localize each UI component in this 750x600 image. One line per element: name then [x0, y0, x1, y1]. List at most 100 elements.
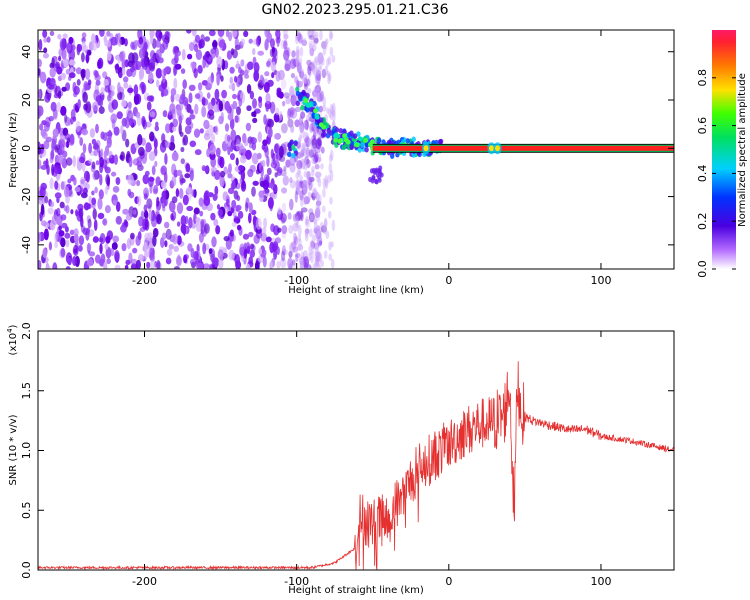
noise-blob	[250, 136, 255, 144]
tail-blob	[377, 175, 382, 181]
noise-blob	[171, 196, 178, 204]
noise-blob	[283, 49, 290, 61]
noise-blob	[86, 258, 94, 267]
track-core	[333, 133, 338, 139]
noise-blob-faint	[330, 258, 335, 269]
noise-blob	[278, 145, 284, 158]
noise-blob	[241, 178, 245, 190]
noise-blob	[51, 138, 57, 151]
noise-blob	[252, 98, 257, 109]
noise-blob	[276, 260, 281, 269]
noise-blob-faint	[322, 188, 326, 198]
noise-blob	[210, 156, 217, 168]
noise-blob-faint	[295, 55, 300, 68]
noise-blob-faint	[313, 86, 318, 96]
noise-blob	[205, 50, 210, 58]
noise-blob-faint	[315, 66, 320, 76]
noise-blob	[231, 199, 237, 209]
noise-blob	[40, 165, 48, 170]
noise-blob-faint	[304, 73, 308, 85]
noise-blob	[74, 186, 81, 193]
noise-blob-faint	[332, 113, 336, 122]
track-blob	[295, 86, 300, 93]
noise-blob	[224, 100, 231, 112]
noise-blob	[136, 180, 141, 187]
noise-blob	[293, 232, 297, 243]
noise-blob	[130, 263, 137, 269]
noise-blob	[70, 117, 74, 125]
noise-blob	[218, 100, 224, 112]
noise-blob	[111, 99, 119, 110]
noise-blob-faint	[318, 57, 323, 69]
top-plot-frame	[37, 29, 675, 270]
colorbar-tick-label: 0.8	[696, 69, 709, 87]
noise-blob-faint	[308, 252, 312, 261]
bottom-x-axis-label: Height of straight line (km)	[288, 585, 424, 596]
noise-blob	[146, 101, 152, 111]
track-blob	[356, 131, 361, 137]
noise-blob	[229, 229, 234, 237]
colorbar-tick-label: 0.6	[696, 117, 709, 135]
track-core	[313, 108, 318, 114]
noise-blob	[124, 38, 128, 47]
noise-blob-faint	[297, 234, 302, 242]
noise-blob	[296, 80, 303, 88]
track-core	[318, 122, 324, 128]
noise-blob	[155, 176, 161, 187]
noise-blob	[70, 174, 75, 182]
noise-blob	[60, 72, 66, 80]
noise-blob-faint	[313, 58, 318, 69]
noise-blob	[149, 183, 153, 194]
noise-blob-faint	[300, 199, 304, 207]
noise-blob	[290, 124, 295, 133]
track-core	[368, 142, 373, 148]
noise-blob	[120, 224, 127, 233]
noise-blob	[134, 93, 142, 105]
noise-blob	[292, 259, 296, 266]
noise-blob-faint	[322, 177, 327, 189]
noise-blob	[76, 79, 81, 86]
noise-blob	[93, 219, 98, 232]
top-x-axis-label: Height of straight line (km)	[288, 285, 424, 296]
noise-blob	[284, 59, 292, 71]
noise-blob	[214, 169, 221, 181]
track-blob	[377, 137, 382, 144]
noise-blob	[161, 74, 166, 84]
noise-blob	[100, 131, 105, 140]
noise-blob-faint	[312, 188, 316, 198]
noise-blob	[188, 217, 193, 229]
noise-blob	[175, 255, 182, 267]
noise-blob	[68, 72, 76, 79]
noise-blob	[127, 188, 132, 197]
noise-blob	[99, 156, 104, 168]
snr-series-line	[38, 361, 674, 570]
track-blob	[300, 105, 305, 111]
noise-blob	[306, 59, 312, 66]
noise-blob	[144, 219, 150, 231]
noise-blob-faint	[315, 200, 320, 212]
noise-blob-faint	[307, 137, 312, 148]
noise-blob-faint	[301, 77, 306, 84]
noise-blob	[236, 106, 241, 116]
noise-blob	[143, 193, 148, 200]
noise-blob-faint	[302, 158, 306, 170]
noise-blob	[64, 133, 71, 141]
noise-blob	[294, 106, 302, 112]
noise-blob	[235, 138, 241, 151]
noise-blob-faint	[324, 175, 329, 187]
bottom-axes: -200 -100 0 100 0.0 0.5 1.0 1.5 2.0	[20, 322, 675, 588]
noise-blob	[135, 259, 141, 269]
track-blob	[334, 127, 340, 133]
noise-blob	[72, 256, 77, 266]
noise-blob-faint	[311, 60, 315, 73]
noise-blob	[274, 237, 282, 244]
noise-blob	[39, 123, 44, 131]
noise-blob-faint	[295, 221, 299, 229]
noise-blob	[148, 176, 155, 182]
noise-blob	[195, 221, 202, 232]
noise-blob-faint	[305, 218, 309, 226]
noise-blob-faint	[311, 64, 316, 75]
noise-blob	[276, 246, 280, 255]
noise-blob	[171, 163, 177, 176]
spectrogram-heatmap	[38, 30, 674, 269]
